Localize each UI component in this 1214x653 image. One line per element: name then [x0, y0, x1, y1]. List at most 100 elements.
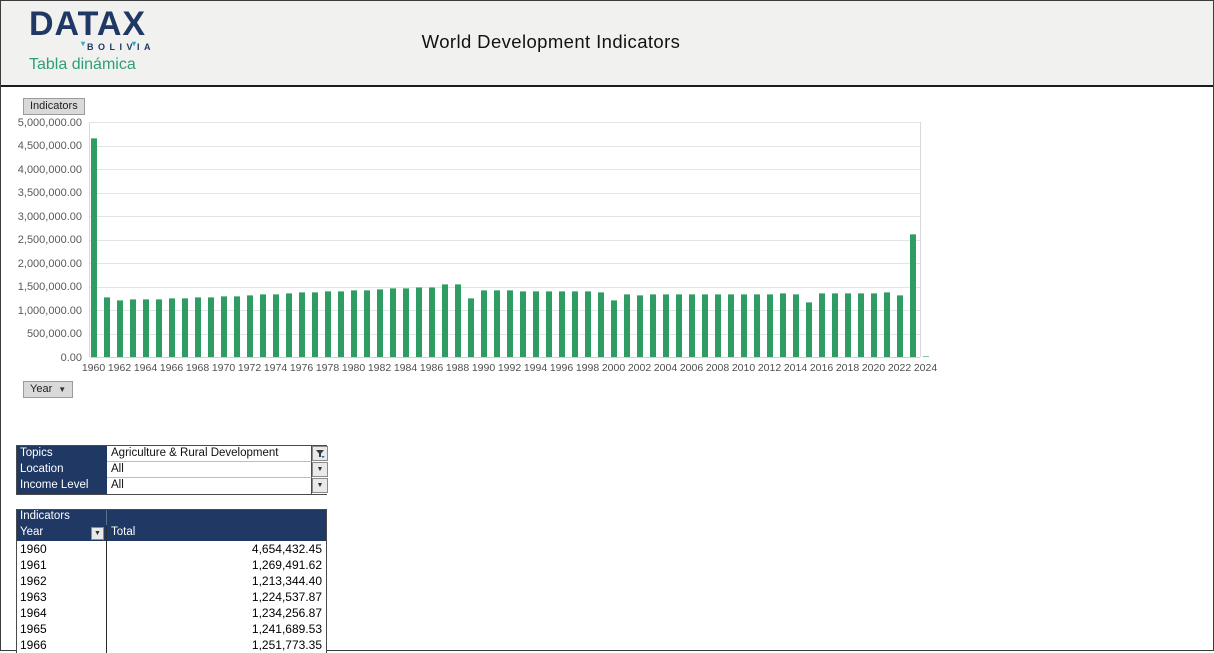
pivot-total-cell[interactable]: 1,224,537.87 — [251, 590, 322, 604]
x-tick-label: 1972 — [237, 362, 262, 374]
pivot-total-cell[interactable]: 1,234,256.87 — [251, 606, 322, 620]
gridline — [90, 145, 920, 147]
bar-2001 — [624, 294, 630, 357]
gridline — [90, 286, 920, 288]
bar-1992 — [507, 290, 513, 357]
filter-funnel-icon — [316, 449, 325, 458]
x-tick-label: 1966 — [159, 362, 184, 374]
pivot-year-header: Year ▼ — [17, 525, 107, 541]
pivot-total-cell[interactable]: 1,213,344.40 — [251, 574, 322, 588]
table-row: 1960 4,654,432.45 — [17, 541, 326, 557]
pivot-total-cell[interactable]: 1,269,491.62 — [251, 558, 322, 572]
bar-1982 — [377, 288, 383, 357]
dropdown-icon: ▼ — [316, 482, 324, 489]
bar-2010 — [741, 293, 747, 357]
x-tick-label: 2016 — [809, 362, 834, 374]
x-tick-label: 1962 — [107, 362, 132, 374]
bar-1998 — [585, 291, 591, 357]
pivot-year-header-label: Year — [20, 526, 44, 538]
bar-1981 — [364, 289, 370, 357]
bar-1988 — [455, 283, 461, 357]
bar-1965 — [156, 298, 162, 357]
datax-logo: DATAX ▾ ▾ BOLIVIA Tabla dinámica — [29, 7, 209, 74]
gridline — [90, 239, 920, 241]
pivot-year-cell[interactable]: 1966 — [17, 637, 107, 653]
x-tick-label: 1982 — [367, 362, 392, 374]
bar-1975 — [286, 292, 292, 357]
x-tick-label: 2018 — [835, 362, 860, 374]
bar-1972 — [247, 295, 253, 357]
page-header: DATAX ▾ ▾ BOLIVIA Tabla dinámica World D… — [1, 1, 1213, 87]
bar-2013 — [780, 293, 786, 357]
pivot-year-cell[interactable]: 1965 — [17, 621, 107, 637]
y-tick-label: 0.00 — [60, 351, 82, 364]
logo-wordmark: DATAX ▾ ▾ — [29, 7, 209, 48]
filter-label: Topics — [17, 446, 107, 462]
y-tick-label: 3,500,000.00 — [17, 187, 82, 199]
table-row: 1964 1,234,256.87 — [17, 605, 326, 621]
bar-1986 — [429, 287, 435, 357]
pivot-year-cell[interactable]: 1960 — [17, 541, 107, 557]
filter-value[interactable]: All — [107, 462, 312, 478]
bar-1971 — [234, 295, 240, 357]
bar-2012 — [767, 293, 773, 357]
chevron-down-icon: ▼ — [58, 385, 67, 394]
pivot-year-cell[interactable]: 1964 — [17, 605, 107, 621]
bar-2004 — [663, 294, 669, 357]
x-tick-label: 2010 — [731, 362, 756, 374]
x-tick-label: 1988 — [445, 362, 470, 374]
filter-row-income-level: Income Level All ▼ — [17, 478, 328, 494]
pivot-total-cell[interactable]: 1,241,689.53 — [251, 622, 322, 636]
y-tick-label: 4,500,000.00 — [17, 140, 82, 152]
bar-1960 — [91, 138, 97, 357]
year-filter-dropdown-button[interactable]: ▼ — [91, 527, 104, 540]
x-tick-label: 2022 — [887, 362, 912, 374]
pivot-total-cell[interactable]: 1,251,773.35 — [251, 638, 322, 652]
filter-row-location: Location All ▼ — [17, 462, 328, 478]
bar-1990 — [481, 289, 487, 357]
x-tick-label: 1990 — [471, 362, 496, 374]
pivot-year-cell[interactable]: 1961 — [17, 557, 107, 573]
filter-funnel-dropdown-button[interactable] — [312, 446, 328, 461]
page-title: World Development Indicators — [421, 31, 681, 52]
gridline — [90, 310, 920, 311]
x-tick-label: 2008 — [705, 362, 730, 374]
filter-value[interactable]: Agriculture & Rural Development — [107, 446, 312, 462]
pivot-year-cell[interactable]: 1963 — [17, 589, 107, 605]
bar-1987 — [442, 283, 448, 357]
logo-subtext: BOLIVIA — [86, 42, 155, 52]
indicators-field-button[interactable]: Indicators — [23, 98, 85, 115]
filter-dropdown-button[interactable]: ▼ — [312, 462, 328, 477]
x-tick-label: 1984 — [393, 362, 418, 374]
x-tick-label: 1980 — [341, 362, 366, 374]
chevron-down-icon: ▼ — [94, 530, 101, 537]
year-field-label: Year — [30, 383, 53, 395]
year-field-button[interactable]: Year ▼ — [23, 381, 74, 398]
x-axis-labels: 1960 1962 1964 1966 1968 1970 1972 1974 1976 1978… — [1, 362, 1001, 376]
bar-1961 — [104, 297, 110, 357]
bar-1962 — [117, 300, 123, 357]
pivot-header-row-2: Year ▼ Total — [17, 525, 326, 541]
bar-2018 — [845, 293, 851, 357]
table-row: 1965 1,241,689.53 — [17, 621, 326, 637]
pivot-table: Indicators Year ▼ Total 1960 4,654,432.45… — [16, 509, 327, 653]
filter-value[interactable]: All — [107, 478, 312, 494]
x-tick-label: 1986 — [419, 362, 444, 374]
bar-1999 — [598, 291, 604, 357]
bar-1978 — [325, 291, 331, 357]
x-tick-label: 2020 — [861, 362, 886, 374]
y-tick-label: 5,000,000.00 — [17, 116, 82, 129]
bar-2008 — [715, 293, 721, 357]
pivot-year-cell[interactable]: 1962 — [17, 573, 107, 589]
bar-1995 — [546, 291, 552, 357]
filter-dropdown-button[interactable]: ▼ — [312, 478, 328, 493]
bar-1963 — [130, 299, 136, 357]
bar-1967 — [182, 297, 188, 357]
bar-1991 — [494, 289, 500, 357]
pivot-total-cell[interactable]: 4,654,432.45 — [251, 542, 322, 556]
filter-label: Location — [17, 462, 107, 478]
y-tick-label: 1,000,000.00 — [17, 304, 82, 317]
pivot-corner-label: Indicators — [17, 510, 107, 525]
y-tick-label: 500,000.00 — [26, 328, 82, 340]
x-tick-label: 2002 — [627, 362, 652, 374]
